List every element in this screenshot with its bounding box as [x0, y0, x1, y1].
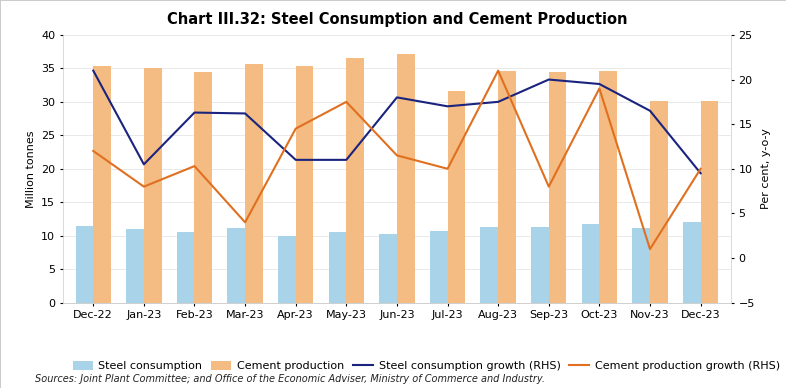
Steel consumption growth (RHS) [291, 158, 300, 162]
Bar [700, 100, 718, 303]
Bar [549, 72, 567, 303]
Cement production growth (RHS) [291, 126, 300, 131]
Cement production growth (RHS) [595, 86, 604, 91]
Bar [278, 236, 296, 303]
Steel consumption growth (RHS) [494, 100, 503, 104]
Cement production growth (RHS) [189, 164, 199, 168]
Line: Cement production growth (RHS): Cement production growth (RHS) [94, 71, 700, 249]
Y-axis label: Per cent, y-o-y: Per cent, y-o-y [761, 128, 770, 209]
Y-axis label: Million tonnes: Million tonnes [26, 130, 35, 208]
Bar [194, 73, 212, 303]
Steel consumption growth (RHS) [241, 111, 250, 116]
Bar [600, 71, 617, 303]
Steel consumption growth (RHS) [595, 81, 604, 86]
Bar [75, 226, 94, 303]
Bar [144, 68, 162, 303]
Cement production growth (RHS) [241, 220, 250, 225]
Bar [379, 234, 397, 303]
Bar [94, 66, 111, 303]
Steel consumption growth (RHS) [392, 95, 402, 100]
Bar [480, 227, 498, 303]
Bar [347, 58, 364, 303]
Title: Chart III.32: Steel Consumption and Cement Production: Chart III.32: Steel Consumption and Ceme… [167, 12, 627, 27]
Bar [531, 227, 549, 303]
Bar [632, 228, 650, 303]
Bar [447, 91, 465, 303]
Bar [650, 100, 668, 303]
Steel consumption growth (RHS) [645, 108, 655, 113]
Steel consumption growth (RHS) [342, 158, 351, 162]
Cement production growth (RHS) [544, 184, 553, 189]
Steel consumption growth (RHS) [696, 171, 705, 175]
Steel consumption growth (RHS) [89, 68, 98, 73]
Bar [430, 231, 447, 303]
Bar [296, 66, 314, 303]
Bar [227, 228, 245, 303]
Bar [245, 64, 263, 303]
Bar [683, 222, 700, 303]
Cement production growth (RHS) [696, 166, 705, 171]
Bar [126, 229, 144, 303]
Cement production growth (RHS) [494, 68, 503, 73]
Bar [498, 71, 516, 303]
Steel consumption growth (RHS) [139, 162, 149, 167]
Bar [397, 54, 415, 303]
Legend: Steel consumption, Cement production, Steel consumption growth (RHS), Cement pro: Steel consumption, Cement production, St… [68, 357, 784, 376]
Steel consumption growth (RHS) [189, 110, 199, 115]
Cement production growth (RHS) [645, 247, 655, 251]
Bar [582, 224, 600, 303]
Cement production growth (RHS) [443, 166, 452, 171]
Cement production growth (RHS) [139, 184, 149, 189]
Bar [177, 232, 194, 303]
Steel consumption growth (RHS) [443, 104, 452, 109]
Line: Steel consumption growth (RHS): Steel consumption growth (RHS) [94, 71, 700, 173]
Cement production growth (RHS) [392, 153, 402, 158]
Cement production growth (RHS) [342, 100, 351, 104]
Steel consumption growth (RHS) [544, 77, 553, 82]
Bar [329, 232, 347, 303]
Text: Sources: Joint Plant Committee; and Office of the Economic Adviser, Ministry of : Sources: Joint Plant Committee; and Offi… [35, 374, 545, 384]
Cement production growth (RHS) [89, 149, 98, 153]
